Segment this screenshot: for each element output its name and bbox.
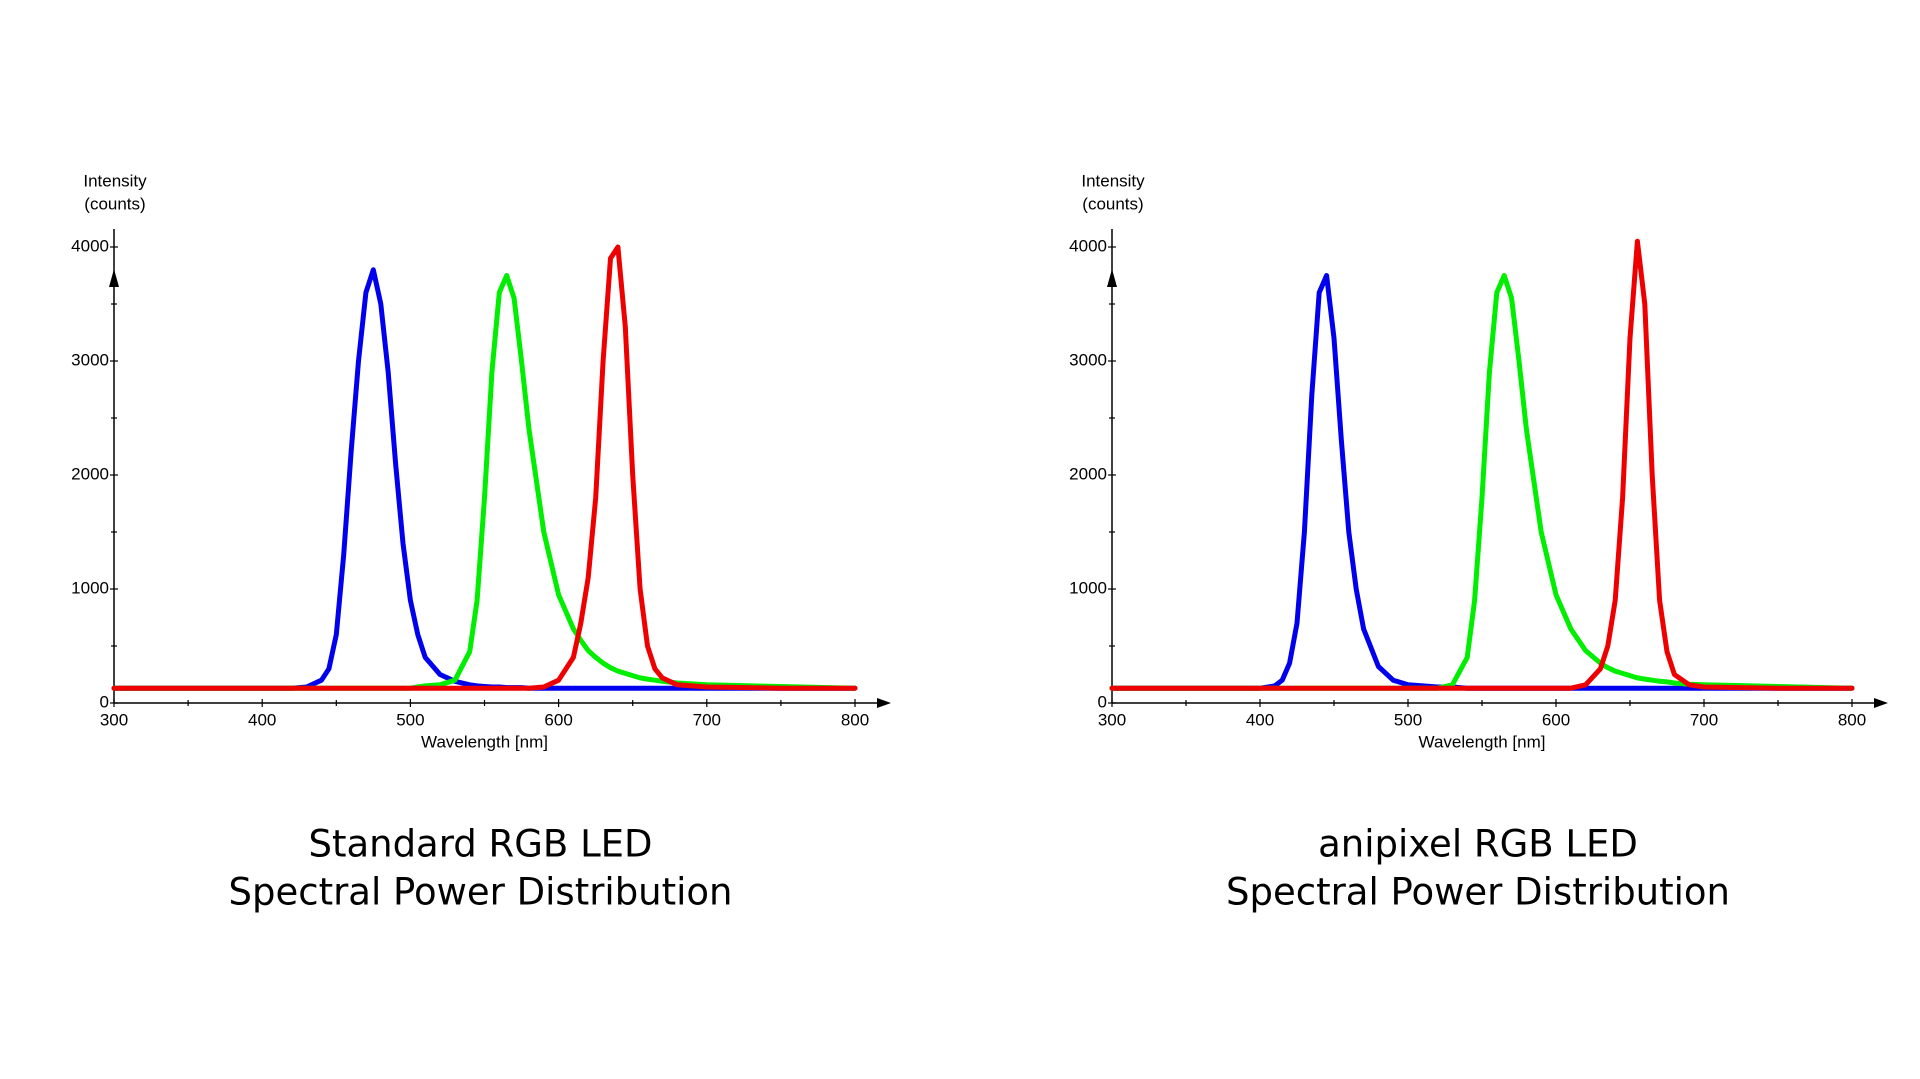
x-tick-label: 800	[1838, 710, 1866, 729]
x-axis-label: Wavelength [nm]	[421, 732, 548, 751]
y-tick-label: 3000	[71, 350, 109, 369]
y-arrow	[109, 269, 119, 287]
y-axis-label: (counts)	[84, 194, 145, 213]
series-line	[1109, 238, 1855, 691]
y-tick-label: 1000	[1069, 578, 1107, 597]
x-tick-label: 800	[841, 710, 869, 729]
y-tick-label: 3000	[1069, 350, 1107, 369]
chart-title: Standard RGB LED	[308, 823, 652, 866]
series-line	[111, 273, 858, 691]
chart-subtitle: Spectral Power Distribution	[1226, 871, 1730, 914]
chart-title: anipixel RGB LED	[1318, 823, 1638, 866]
x-axis-label: Wavelength [nm]	[1419, 732, 1546, 751]
y-axis-label: Intensity	[83, 171, 147, 190]
y-tick-label: 0	[1098, 692, 1107, 711]
y-tick-label: 2000	[71, 464, 109, 483]
y-tick-label: 4000	[1069, 236, 1107, 255]
y-tick-label: 1000	[71, 578, 109, 597]
x-tick-label: 700	[693, 710, 721, 729]
x-tick-label: 300	[1098, 710, 1126, 729]
y-tick-label: 4000	[71, 236, 109, 255]
series-line	[1109, 273, 1855, 691]
x-tick-label: 700	[1690, 710, 1718, 729]
x-tick-label: 400	[1246, 710, 1274, 729]
series-line	[111, 244, 858, 691]
x-tick-label: 600	[544, 710, 572, 729]
y-arrow	[1107, 269, 1117, 287]
chart-subtitle: Spectral Power Distribution	[229, 871, 733, 914]
x-tick-label: 500	[396, 710, 424, 729]
x-tick-label: 300	[100, 710, 128, 729]
y-tick-label: 2000	[1069, 464, 1107, 483]
x-arrow	[1874, 698, 1888, 708]
y-axis-label: Intensity	[1081, 171, 1145, 190]
x-arrow	[877, 698, 891, 708]
y-axis-label: (counts)	[1082, 194, 1143, 213]
x-tick-label: 400	[248, 710, 276, 729]
x-tick-label: 600	[1542, 710, 1570, 729]
y-tick-label: 0	[100, 692, 109, 711]
x-tick-label: 500	[1394, 710, 1422, 729]
